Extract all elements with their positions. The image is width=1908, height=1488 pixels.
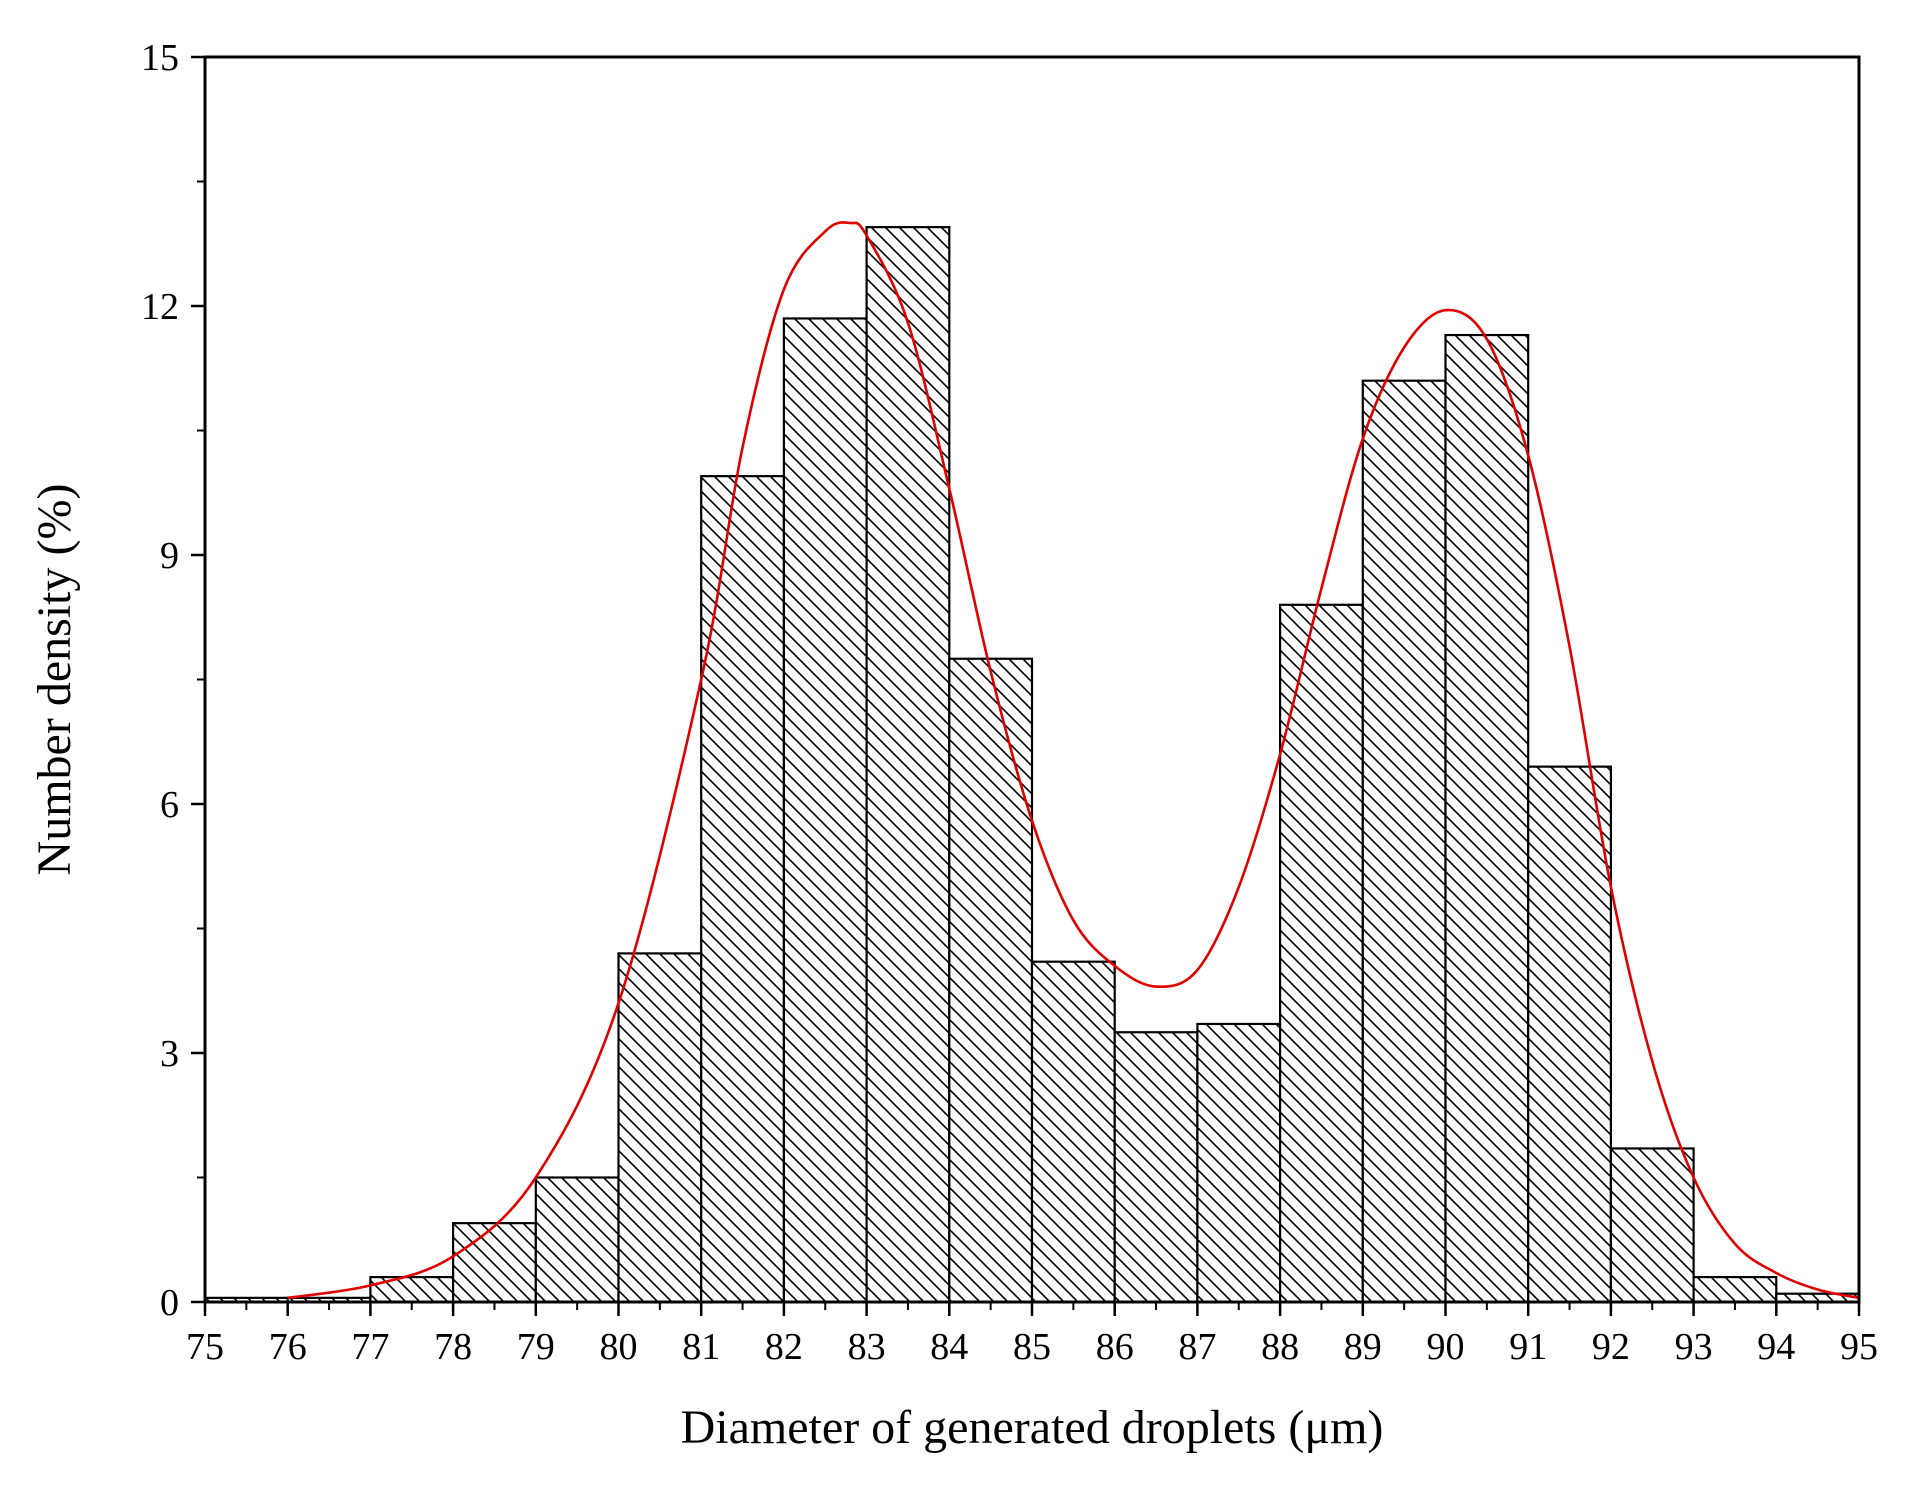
y-tick-label: 0: [160, 1282, 179, 1324]
x-tick-label: 80: [600, 1326, 638, 1368]
fit-curve: [287, 221, 1860, 1300]
histogram-bar: [1278, 603, 1364, 1304]
x-tick-label: 94: [1757, 1326, 1795, 1368]
y-tick-label: 15: [141, 37, 179, 79]
histogram-bar: [782, 317, 868, 1304]
x-tick-label: 75: [186, 1326, 224, 1368]
histogram-bar: [1444, 333, 1530, 1304]
x-tick-label: 76: [269, 1326, 307, 1368]
x-tick-label: 90: [1427, 1326, 1465, 1368]
y-tick-label: 6: [160, 784, 179, 826]
x-tick-label: 82: [765, 1326, 803, 1368]
x-tick-label: 83: [848, 1326, 886, 1368]
x-tick-label: 88: [1261, 1326, 1299, 1368]
histogram-bar: [1609, 1147, 1695, 1304]
histogram-bar: [1196, 1022, 1282, 1304]
x-tick-label: 85: [1013, 1326, 1051, 1368]
x-tick-label: 86: [1096, 1326, 1134, 1368]
x-tick-label: 93: [1675, 1326, 1713, 1368]
x-tick-label: 87: [1178, 1326, 1216, 1368]
plot-frame: [203, 55, 1861, 1304]
x-tick-label: 89: [1344, 1326, 1382, 1368]
histogram-bar: [1113, 1031, 1199, 1304]
histogram-bar: [1030, 960, 1116, 1304]
x-tick-label: 84: [930, 1326, 968, 1368]
histogram-bar: [1692, 1275, 1778, 1304]
histogram-bar: [452, 1222, 537, 1304]
y-tick-label: 3: [160, 1033, 179, 1075]
histogram-bar: [534, 1176, 620, 1304]
histogram-bar: [1527, 765, 1612, 1304]
x-tick-label: 77: [351, 1326, 389, 1368]
y-tick-label: 9: [160, 535, 179, 577]
x-tick-label: 95: [1840, 1326, 1878, 1368]
histogram-bar: [948, 657, 1034, 1304]
y-tick-label: 12: [141, 286, 179, 328]
x-axis-ticks: 75 76 77 78 79 80 81 82 83 84 85 86 87 88 89 90 91 92 93 94…: [186, 1302, 1878, 1368]
y-axis-title: Number density (%): [28, 484, 81, 876]
x-tick-label: 92: [1592, 1326, 1630, 1368]
histogram-bars: [203, 226, 1861, 1304]
x-tick-label: 91: [1509, 1326, 1547, 1368]
histogram-bar: [617, 952, 703, 1304]
histogram-bar: [865, 226, 951, 1304]
histogram-bar: [369, 1275, 455, 1304]
x-tick-label: 79: [517, 1326, 555, 1368]
histogram-bar: [700, 475, 786, 1304]
x-axis-title: Diameter of generated droplets (μm): [681, 1401, 1384, 1454]
x-tick-label: 81: [682, 1326, 720, 1368]
histogram-bar: [1361, 379, 1447, 1304]
x-tick-label: 78: [434, 1326, 472, 1368]
y-axis-ticks: 0 3 6 9 12 15: [141, 37, 205, 1324]
